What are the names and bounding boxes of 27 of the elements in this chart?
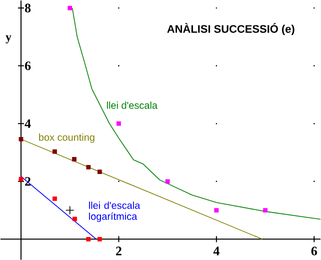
point [97, 170, 102, 174]
point [72, 156, 76, 162]
y-tick-label: 8 [24, 4, 31, 12]
x-tick-label: 4 [213, 246, 220, 256]
point [18, 176, 24, 182]
point [52, 149, 57, 154]
point [65, 206, 74, 215]
series-label: llei d'escala logarítmica [89, 202, 140, 222]
x-tick-label: 2 [116, 246, 122, 256]
point [263, 208, 268, 212]
point [86, 164, 91, 170]
text: ANÀLISI SUCCESSIÓ (e) [167, 22, 294, 35]
point [214, 208, 219, 212]
series-label: llei d'escala [106, 101, 158, 109]
point [68, 6, 72, 10]
y-tick-label: 4 [24, 119, 31, 128]
point [116, 121, 121, 126]
point [72, 216, 77, 222]
point [18, 136, 24, 142]
x-tick-label: 6 [311, 246, 318, 256]
y-tick-label: 6 [24, 61, 31, 70]
y-axis-title: y [6, 35, 12, 44]
series-label: box counting [39, 133, 94, 143]
point [86, 236, 91, 242]
point [97, 236, 102, 242]
point [52, 196, 57, 201]
point [165, 179, 170, 184]
